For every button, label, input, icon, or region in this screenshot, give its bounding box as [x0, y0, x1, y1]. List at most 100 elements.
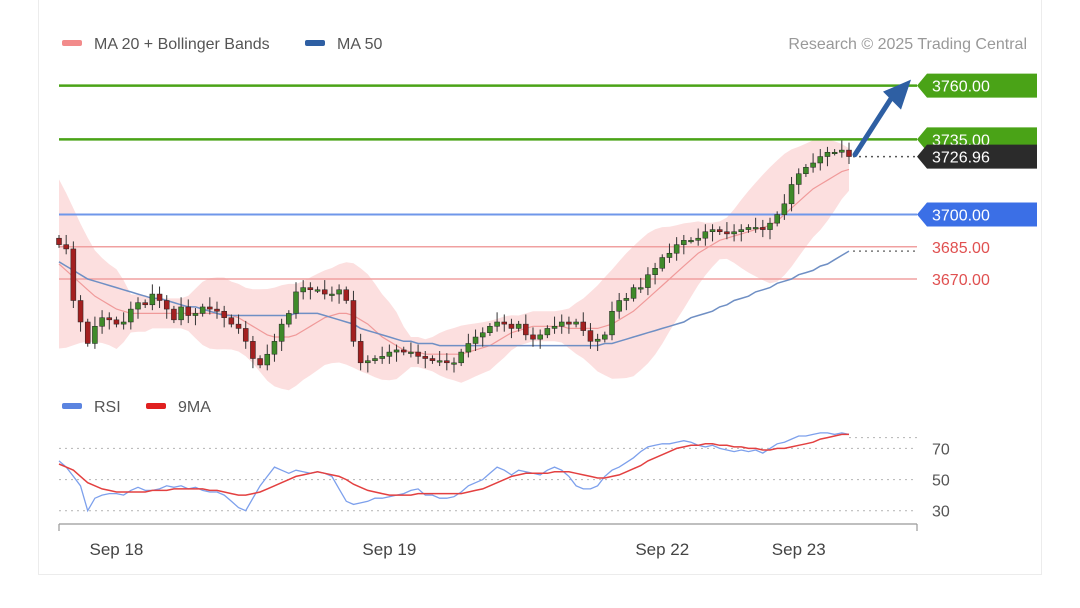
- candle: [329, 286, 335, 302]
- candle-body: [515, 323, 522, 329]
- candle-body: [422, 356, 429, 359]
- candle-body: [372, 358, 378, 361]
- candle: [156, 286, 163, 309]
- price-legend: MA 20 + Bollinger Bands MA 50: [62, 36, 382, 53]
- level-tag-3700.00: 3700.00: [917, 202, 1037, 227]
- candle-body: [135, 302, 141, 310]
- candle: [99, 310, 105, 334]
- candle: [185, 299, 192, 324]
- candle-body: [77, 300, 84, 323]
- level-tag-3760.00: 3760.00: [917, 73, 1037, 98]
- candle: [286, 310, 292, 328]
- candle-body: [544, 328, 551, 336]
- legend-swatch-ma50: [305, 40, 325, 46]
- candle-body: [329, 293, 335, 296]
- candle: [106, 312, 113, 330]
- candle: [824, 146, 831, 167]
- candle-body: [645, 274, 651, 288]
- candle: [573, 318, 579, 328]
- candle: [458, 348, 464, 367]
- candle-body: [178, 306, 184, 321]
- candle: [178, 297, 184, 326]
- candle: [673, 237, 680, 261]
- candle: [393, 344, 400, 362]
- candle-body: [487, 326, 493, 333]
- level-tag-bg: [917, 144, 1037, 169]
- candle-body: [810, 162, 816, 168]
- rsi-panel: 30 50 70: [58, 432, 950, 521]
- candle-body: [99, 317, 105, 327]
- candle-body: [752, 227, 759, 230]
- candle: [242, 320, 249, 349]
- candle: [264, 344, 271, 371]
- candle-body: [70, 248, 77, 301]
- candle: [163, 295, 170, 319]
- candle-body: [149, 293, 156, 306]
- candle: [415, 344, 421, 364]
- candle-body: [709, 229, 716, 232]
- candle-body: [774, 214, 780, 224]
- candle: [113, 316, 120, 328]
- level-tag-text: 3760.00: [932, 79, 990, 96]
- candle: [343, 286, 350, 304]
- candle-body: [429, 358, 436, 361]
- candle-body: [400, 349, 407, 353]
- candle-body: [286, 313, 292, 325]
- candle-body: [106, 317, 113, 321]
- candle-body: [300, 287, 306, 293]
- candle-body: [803, 167, 809, 174]
- candle-body: [551, 326, 558, 329]
- candle-body: [494, 321, 500, 327]
- rsi-tick-50: 50: [932, 473, 950, 490]
- legend-swatch-ma20: [62, 40, 82, 46]
- candle: [630, 284, 637, 302]
- candle-body: [472, 336, 479, 344]
- candle: [451, 357, 457, 373]
- candle: [745, 224, 752, 233]
- candle-body: [702, 231, 709, 239]
- x-tick-label: Sep 22: [635, 540, 689, 559]
- candle-body: [616, 300, 622, 312]
- candle-body: [84, 321, 91, 344]
- candle-body: [681, 240, 687, 245]
- candle-body: [393, 349, 400, 353]
- candle: [199, 303, 206, 317]
- candle: [810, 153, 816, 173]
- candle: [652, 262, 658, 285]
- candle: [788, 176, 795, 212]
- candle-body: [738, 229, 745, 232]
- candle: [731, 224, 737, 242]
- x-tick-label: Sep 18: [90, 540, 144, 559]
- candle: [142, 299, 148, 309]
- candle: [803, 164, 809, 177]
- candle: [271, 333, 278, 362]
- candle: [709, 224, 716, 242]
- candle-body: [113, 319, 120, 325]
- candle-body: [321, 289, 328, 295]
- candle: [135, 297, 141, 319]
- candle: [515, 320, 522, 332]
- candle: [587, 323, 594, 349]
- x-tick-label: Sep 19: [362, 540, 416, 559]
- rsi-tick-70: 70: [932, 441, 950, 458]
- candle-body: [293, 291, 299, 314]
- price-panel: 3760.003735.003726.963700.003685.003670.…: [56, 73, 1037, 391]
- candle-body: [63, 244, 69, 250]
- candle-body: [264, 353, 271, 366]
- candle-body: [724, 231, 730, 235]
- candle: [250, 335, 256, 369]
- candle-body: [350, 300, 357, 342]
- level-label-3685.00: 3685.00: [932, 240, 990, 257]
- candle: [781, 194, 788, 220]
- candle-body: [839, 149, 845, 153]
- candle-body: [817, 156, 824, 164]
- forecast-arrow-shaft: [852, 96, 894, 158]
- candle-body: [156, 293, 163, 301]
- candle-body: [451, 362, 457, 365]
- candle-body: [767, 222, 773, 230]
- legend-label-ma50: MA 50: [337, 36, 382, 53]
- candle-body: [444, 360, 450, 364]
- candles: [56, 140, 852, 373]
- candle: [293, 282, 299, 319]
- candle: [752, 217, 759, 233]
